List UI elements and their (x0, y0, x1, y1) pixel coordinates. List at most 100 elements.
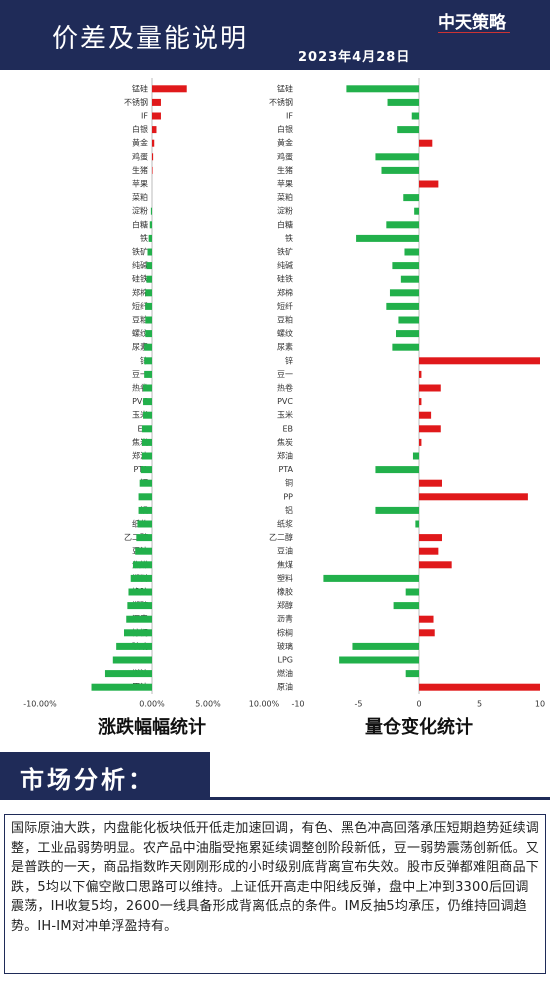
bar (387, 98, 419, 106)
bar (116, 642, 152, 650)
bar (397, 126, 419, 134)
bar (147, 248, 152, 256)
bar (404, 248, 419, 256)
bar (152, 98, 161, 106)
category-label: 郑油 (277, 451, 293, 461)
bar (419, 683, 540, 691)
bar (389, 289, 419, 297)
category-label: 燃油 (277, 668, 293, 678)
bar (141, 425, 152, 433)
category-label: 焦炭 (132, 437, 148, 447)
bar (419, 561, 452, 569)
category-label: 苹果 (132, 179, 148, 189)
bar (144, 343, 152, 351)
bar (419, 384, 441, 392)
bar (145, 330, 152, 338)
bar (145, 302, 152, 310)
category-label: PVC (277, 397, 293, 406)
category-label: 豆一 (132, 370, 148, 379)
category-label: 焦煤 (277, 559, 293, 569)
bar (403, 194, 419, 202)
category-label: 螺纹 (277, 328, 293, 338)
bar (138, 493, 152, 501)
category-label: 尿素 (132, 342, 148, 352)
x-tick-label: 5.00% (195, 700, 221, 709)
category-label: 铜 (285, 478, 293, 488)
category-label: EB (282, 424, 293, 433)
bar (136, 534, 152, 542)
analysis-text: 国际原油大跌，内盘能化板块低开低走加速回调，有色、黑色冲高回落承压短期趋势延续调… (4, 814, 546, 974)
bar (412, 452, 419, 460)
category-label: 淀粉 (132, 206, 148, 216)
category-label: PVC (132, 397, 148, 406)
category-label: 锌 (140, 355, 148, 365)
category-label: 豆一 (277, 370, 293, 379)
category-label: 白糖 (132, 219, 148, 229)
bar (393, 602, 419, 610)
bar (127, 602, 152, 610)
bar (152, 139, 155, 147)
bar (352, 642, 419, 650)
bar (143, 384, 152, 392)
category-label: 铁矿 (132, 247, 148, 257)
bar (419, 479, 442, 487)
bar (124, 629, 152, 637)
bar (104, 670, 152, 678)
category-label: LPG (278, 656, 293, 665)
bar (152, 112, 161, 120)
category-label: 白银 (277, 124, 293, 134)
bar (405, 670, 419, 678)
category-label: 焦炭 (277, 437, 293, 447)
bar (419, 534, 442, 542)
category-label: 纯碱 (132, 260, 148, 270)
x-tick-label: 10.00% (249, 700, 280, 709)
category-label: 锰硅 (132, 83, 148, 93)
category-label: 螺纹 (132, 328, 148, 338)
bar (356, 234, 419, 242)
category-label: 纯碱 (277, 260, 293, 270)
logo-text: 中天策略 (438, 13, 506, 33)
bar (419, 425, 441, 433)
category-label: 铝 (285, 505, 293, 515)
category-label: 硅铁 (132, 274, 148, 284)
category-label: IF (141, 112, 148, 121)
category-label: 锌 (285, 355, 293, 365)
x-tick-label: 0.00% (139, 700, 165, 709)
bar (152, 85, 187, 93)
bar (112, 656, 152, 664)
category-label: 白银 (132, 124, 148, 134)
bar (392, 343, 419, 351)
category-label: 铁矿 (277, 247, 293, 257)
x-tick-label: 5 (477, 700, 482, 709)
bar (375, 506, 419, 514)
bar (419, 438, 422, 446)
bar (405, 588, 419, 596)
date: 2023年4月28日 (298, 50, 411, 65)
category-label: 豆粕 (132, 315, 148, 325)
category-label: 短纤 (277, 301, 293, 311)
bar (135, 547, 152, 555)
bar (139, 479, 152, 487)
category-label: 菜粕 (277, 192, 293, 202)
bar (419, 357, 540, 365)
bar (137, 520, 152, 528)
category-label: 热卷 (277, 383, 293, 393)
category-label: 铁 (285, 233, 293, 243)
bar (152, 153, 154, 161)
bar (411, 112, 419, 120)
bar (148, 234, 152, 242)
bar (146, 275, 152, 283)
category-label: 菜粕 (132, 192, 148, 202)
category-label: 短纤 (132, 301, 148, 311)
category-label: 铁 (140, 233, 148, 243)
bar (145, 316, 152, 324)
bar (143, 398, 152, 406)
x-tick-label: -10.00% (23, 700, 57, 709)
category-label: 原油 (277, 682, 293, 692)
bar (144, 370, 152, 378)
bar (419, 411, 432, 419)
bar (323, 574, 419, 582)
bar (419, 398, 422, 406)
category-label: 郑醇 (277, 600, 293, 610)
